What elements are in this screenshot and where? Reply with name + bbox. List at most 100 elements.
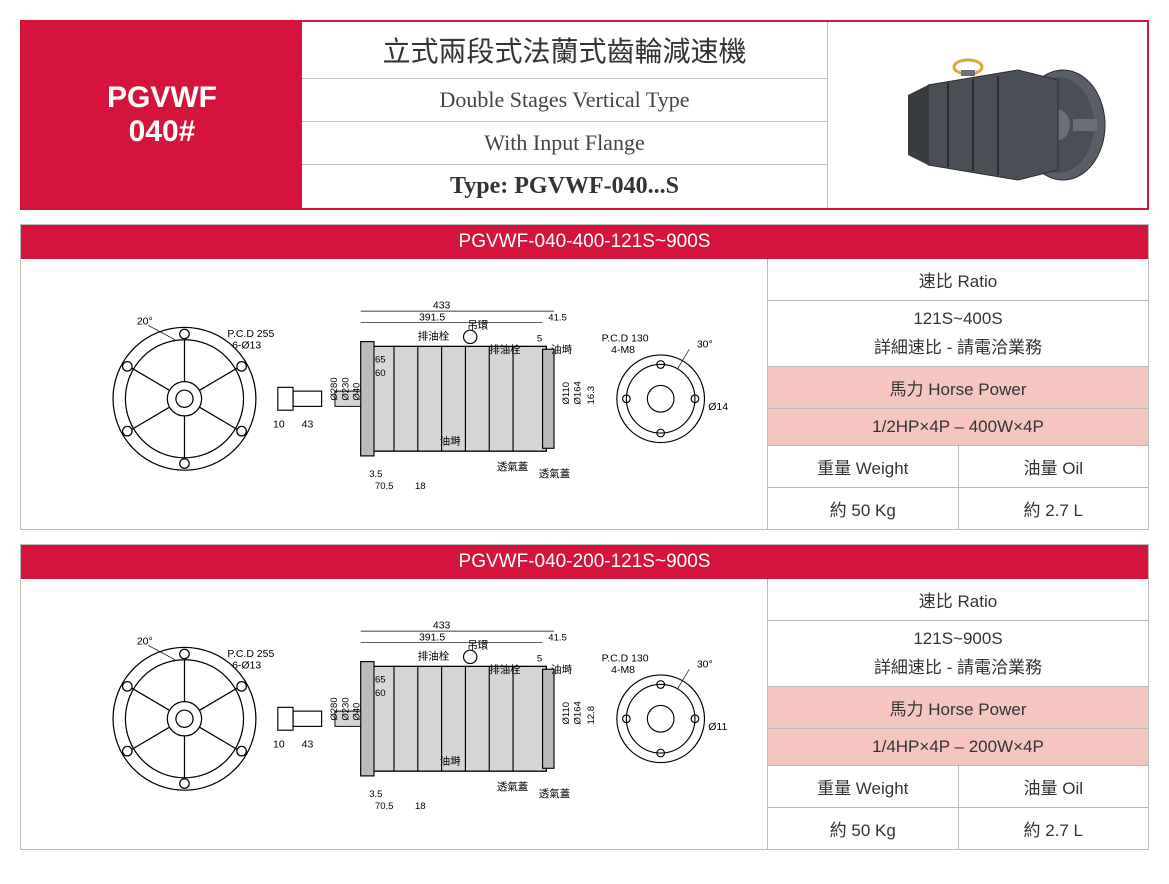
svg-text:65: 65	[375, 675, 386, 686]
svg-text:41.5: 41.5	[548, 313, 567, 324]
svg-text:70.5: 70.5	[375, 481, 394, 492]
svg-text:60: 60	[375, 688, 386, 699]
svg-text:Ø14: Ø14	[708, 402, 728, 413]
oil-value: 約 2.7 L	[959, 808, 1149, 849]
svg-text:Ø110: Ø110	[561, 382, 572, 405]
svg-text:6-Ø13: 6-Ø13	[232, 340, 261, 351]
spec-title: PGVWF-040-200-121S~900S	[21, 545, 1148, 579]
svg-text:4-M8: 4-M8	[611, 665, 635, 676]
weight-oil-labels: 重量 Weight 油量 Oil	[768, 766, 1148, 808]
spec-block: PGVWF-040-200-121S~900S 20° P.C.D 255 6-…	[20, 544, 1149, 850]
hp-label: 馬力 Horse Power	[768, 367, 1148, 409]
drawing-cell: 20° P.C.D 255 6-Ø13 43 10 433 391.5 41.5…	[21, 259, 768, 529]
svg-text:4-M8: 4-M8	[611, 345, 635, 356]
ratio-label: 速比 Ratio	[768, 579, 1148, 621]
svg-text:5: 5	[537, 334, 542, 345]
svg-text:透氣蓋: 透氣蓋	[539, 787, 570, 800]
model-line-2: 040#	[129, 115, 196, 149]
svg-text:Ø110: Ø110	[561, 702, 572, 725]
svg-text:5: 5	[537, 654, 542, 665]
svg-text:透氣蓋: 透氣蓋	[539, 467, 570, 480]
svg-text:43: 43	[302, 419, 314, 430]
svg-text:43: 43	[302, 739, 314, 750]
svg-text:Ø40: Ø40	[352, 703, 363, 721]
svg-text:透氣蓋: 透氣蓋	[497, 460, 528, 473]
ratio-range: 121S~900S	[768, 621, 1148, 651]
title-cell: 立式兩段式法蘭式齒輪減速機 Double Stages Vertical Typ…	[302, 22, 827, 208]
svg-text:Ø280: Ø280	[329, 697, 340, 720]
svg-text:433: 433	[433, 300, 451, 311]
weight-label: 重量 Weight	[768, 766, 959, 807]
svg-text:油塒: 油塒	[440, 754, 461, 767]
svg-text:16.3: 16.3	[586, 386, 597, 405]
svg-text:吊環: 吊環	[467, 639, 488, 651]
svg-text:65: 65	[375, 355, 386, 366]
weight-value: 約 50 Kg	[768, 808, 959, 849]
ratio-note: 詳細速比 - 請電洽業務	[768, 651, 1148, 687]
svg-text:30°: 30°	[697, 659, 713, 670]
info-cell: 速比 Ratio 121S~400S 詳細速比 - 請電洽業務 馬力 Horse…	[768, 259, 1148, 529]
svg-text:透氣蓋: 透氣蓋	[497, 780, 528, 793]
ratio-range: 121S~400S	[768, 301, 1148, 331]
svg-text:排油栓: 排油栓	[489, 663, 521, 676]
spec-title: PGVWF-040-400-121S~900S	[21, 225, 1148, 259]
svg-text:油塒: 油塒	[440, 434, 461, 447]
svg-text:18: 18	[415, 481, 426, 492]
oil-label: 油量 Oil	[959, 766, 1149, 807]
svg-text:6-Ø13: 6-Ø13	[232, 660, 261, 671]
weight-value: 約 50 Kg	[768, 488, 959, 529]
svg-text:排油栓: 排油栓	[418, 650, 450, 663]
svg-text:41.5: 41.5	[548, 633, 567, 644]
svg-text:Ø230: Ø230	[340, 697, 351, 720]
technical-drawing: 20° P.C.D 255 6-Ø13 43 10 433 391.5 41.5…	[27, 614, 761, 814]
svg-text:Ø230: Ø230	[340, 377, 351, 400]
svg-text:70.5: 70.5	[375, 801, 394, 812]
hp-label: 馬力 Horse Power	[768, 687, 1148, 729]
svg-text:Ø280: Ø280	[329, 377, 340, 400]
svg-text:3.5: 3.5	[369, 469, 382, 480]
svg-text:Ø11: Ø11	[708, 722, 727, 733]
drawing-cell: 20° P.C.D 255 6-Ø13 43 10 433 391.5 41.5…	[21, 579, 768, 849]
svg-text:18: 18	[415, 801, 426, 812]
svg-text:433: 433	[433, 620, 451, 631]
oil-value: 約 2.7 L	[959, 488, 1149, 529]
ratio-label: 速比 Ratio	[768, 259, 1148, 301]
weight-oil-labels: 重量 Weight 油量 Oil	[768, 446, 1148, 488]
type-label: Type: PGVWF-040...S	[302, 165, 827, 208]
hp-value: 1/2HP×4P – 400W×4P	[768, 409, 1148, 446]
header-block: PGVWF 040# 立式兩段式法蘭式齒輪減速機 Double Stages V…	[20, 20, 1149, 210]
product-image-cell	[827, 22, 1147, 208]
svg-text:P.C.D 255: P.C.D 255	[227, 649, 274, 660]
title-cn: 立式兩段式法蘭式齒輪減速機	[302, 22, 827, 79]
svg-text:油塒: 油塒	[551, 663, 572, 676]
svg-text:吊環: 吊環	[467, 319, 488, 331]
technical-drawing: 20° P.C.D 255 6-Ø13 43 10 433 391.5 41.5…	[27, 294, 761, 494]
svg-text:12.8: 12.8	[586, 706, 597, 725]
svg-text:391.5: 391.5	[419, 313, 445, 324]
svg-text:Ø164: Ø164	[573, 700, 584, 724]
svg-text:P.C.D 255: P.C.D 255	[227, 329, 274, 340]
product-image	[858, 35, 1118, 195]
ratio-note: 詳細速比 - 請電洽業務	[768, 331, 1148, 367]
model-code-cell: PGVWF 040#	[22, 22, 302, 208]
spec-block: PGVWF-040-400-121S~900S 20° P.C.D 255 6-…	[20, 224, 1149, 530]
svg-text:P.C.D 130: P.C.D 130	[602, 334, 649, 345]
svg-text:10: 10	[273, 739, 285, 750]
title-en-1: Double Stages Vertical Type	[302, 79, 827, 122]
svg-text:30°: 30°	[697, 339, 713, 350]
svg-text:10: 10	[273, 419, 285, 430]
svg-text:P.C.D 130: P.C.D 130	[602, 654, 649, 665]
hp-value: 1/4HP×4P – 200W×4P	[768, 729, 1148, 766]
svg-text:油塒: 油塒	[551, 343, 572, 356]
weight-label: 重量 Weight	[768, 446, 959, 487]
model-line-1: PGVWF	[107, 81, 217, 115]
svg-text:20°: 20°	[137, 636, 153, 647]
weight-oil-values: 約 50 Kg 約 2.7 L	[768, 488, 1148, 529]
svg-text:20°: 20°	[137, 316, 153, 327]
svg-text:60: 60	[375, 368, 386, 379]
weight-oil-values: 約 50 Kg 約 2.7 L	[768, 808, 1148, 849]
title-en-2: With Input Flange	[302, 122, 827, 165]
info-cell: 速比 Ratio 121S~900S 詳細速比 - 請電洽業務 馬力 Horse…	[768, 579, 1148, 849]
svg-text:391.5: 391.5	[419, 633, 445, 644]
svg-text:排油栓: 排油栓	[489, 343, 521, 356]
